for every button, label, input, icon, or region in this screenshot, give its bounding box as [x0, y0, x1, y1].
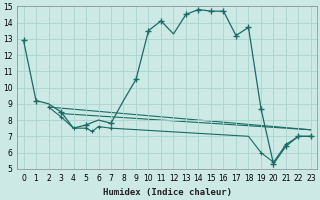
- X-axis label: Humidex (Indice chaleur): Humidex (Indice chaleur): [103, 188, 232, 197]
